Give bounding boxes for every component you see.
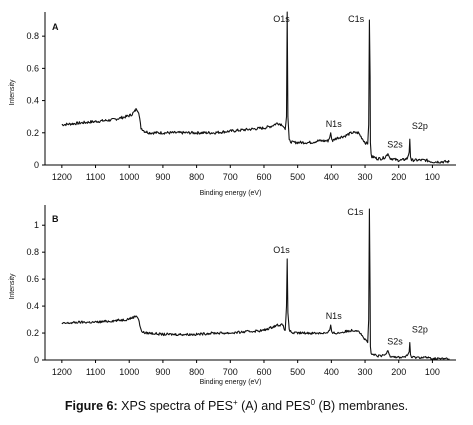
- x-tick-label: 1000: [119, 367, 139, 377]
- x-tick-label: 1200: [52, 172, 72, 182]
- caption-text-1: XPS spectra of PES: [117, 399, 233, 414]
- peak-label-s2p: S2p: [412, 324, 428, 334]
- x-tick-label: 1000: [119, 172, 139, 182]
- peak-label-n1s: N1s: [326, 119, 343, 129]
- y-tick-label: 0: [34, 355, 39, 365]
- x-tick-label: 200: [391, 172, 406, 182]
- caption-sup-2: 0: [310, 398, 316, 407]
- x-tick-label: 500: [290, 367, 305, 377]
- x-tick-label: 600: [256, 367, 271, 377]
- y-tick-label: 0: [34, 160, 39, 170]
- x-axis-label: Binding energy (eV): [200, 190, 262, 197]
- panel-b-chart: 0 0.2 0.4 0.6 0.8 1 1200 1100 1000 900 800 700 600 50…: [9, 205, 456, 386]
- peak-label-o1s: O1s: [273, 14, 290, 24]
- panel-a-chart: 0 0.2 0.4 0.6 0.8 1200 1100 1000 900 800 700 600 500…: [9, 11, 456, 197]
- peak-label-s2s: S2s: [387, 140, 403, 150]
- x-tick-label: 800: [189, 172, 204, 182]
- y-tick-label: 0.4: [26, 301, 39, 311]
- x-tick-label: 900: [155, 367, 170, 377]
- caption-prefix: Figure 6:: [64, 399, 118, 414]
- spectrum-line: [61, 208, 450, 361]
- x-tick-label: 600: [256, 172, 271, 182]
- x-tick-label: 400: [324, 172, 339, 182]
- x-tick-label: 1200: [52, 367, 72, 377]
- peak-label-c1s: C1s: [348, 14, 365, 24]
- x-tick-label: 100: [425, 172, 440, 182]
- peak-label-s2p: S2p: [412, 121, 428, 131]
- peak-label-n1s: N1s: [326, 311, 343, 321]
- x-tick-label: 100: [425, 367, 440, 377]
- y-tick-label: 0.4: [26, 96, 39, 106]
- spectrum-line: [61, 11, 450, 164]
- x-tick-label: 200: [391, 367, 406, 377]
- x-tick-label: 900: [155, 172, 170, 182]
- y-tick-label: 0.2: [26, 128, 39, 138]
- peak-label-c1s: C1s: [347, 207, 364, 217]
- y-axis-label: Intensity: [9, 273, 16, 300]
- y-axis-label: Intensity: [9, 79, 16, 106]
- panel-label: A: [52, 22, 59, 32]
- x-tick-label: 800: [189, 367, 204, 377]
- panel-label: B: [52, 214, 59, 224]
- caption-text-3: (B) membranes.: [315, 399, 409, 414]
- x-tick-label: 300: [358, 172, 373, 182]
- peak-label-o1s: O1s: [273, 245, 290, 255]
- x-tick-label: 700: [223, 367, 238, 377]
- peak-label-s2s: S2s: [387, 337, 403, 347]
- x-tick-label: 300: [358, 367, 373, 377]
- x-tick-label: 500: [290, 172, 305, 182]
- y-tick-label: 0.6: [26, 63, 39, 73]
- y-tick-label: 0.8: [26, 247, 39, 257]
- y-tick-label: 0.8: [26, 31, 39, 41]
- x-axis-label: Binding energy (eV): [200, 379, 262, 386]
- y-tick-label: 0.2: [26, 328, 39, 338]
- x-tick-label: 1100: [86, 172, 105, 182]
- figure-caption: Figure 6: XPS spectra of PES+ (A) and PE…: [0, 398, 473, 413]
- x-tick-label: 400: [324, 367, 339, 377]
- y-tick-label: 0.6: [26, 274, 39, 284]
- x-tick-label: 1100: [86, 367, 105, 377]
- caption-text-2: (A) and PES: [237, 399, 311, 414]
- caption-sup-1: +: [232, 398, 238, 407]
- y-tick-label: 1: [34, 220, 39, 230]
- x-tick-label: 700: [223, 172, 238, 182]
